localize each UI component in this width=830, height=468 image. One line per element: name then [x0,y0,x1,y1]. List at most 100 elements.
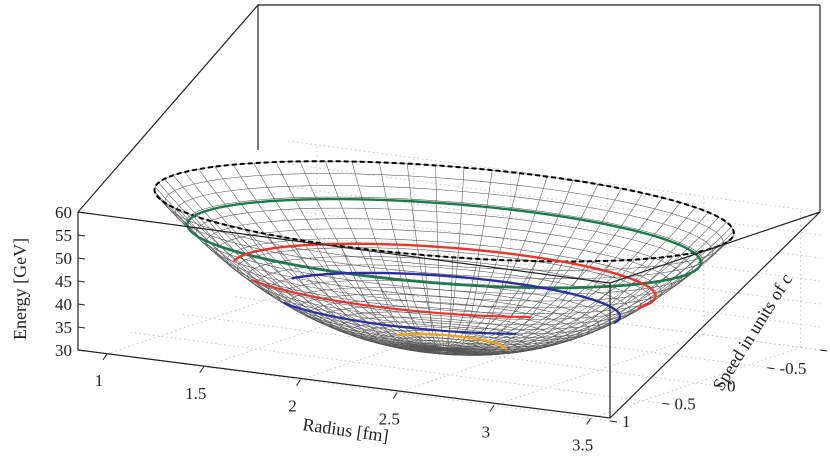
floor-grid-line [590,347,801,419]
mesh-spoke [444,231,734,351]
mesh-spoke [158,182,445,350]
contour-4 [395,332,508,351]
z-tick-label: 60 [55,203,72,222]
z-tick [77,280,86,283]
x-tick [392,392,398,399]
mesh-spoke [444,173,521,350]
x-tick [296,379,301,386]
z-tick-label: 30 [55,341,72,360]
mesh-spoke [444,207,696,350]
right-bottom-edge [609,211,821,419]
mesh-spoke [154,186,445,350]
mesh-spoke [444,247,716,353]
mesh-spoke [444,197,663,350]
contour-2 [233,242,657,310]
z-axis-label: Energy [GeV] [10,238,30,340]
mesh-spoke [325,161,445,350]
mesh-spoke [266,234,445,352]
mesh-spoke [444,188,622,350]
mesh-spoke [444,239,731,352]
mesh-spoke [444,226,732,351]
mesh-spoke [444,253,690,355]
y-tick [662,402,670,405]
floor-grid-line [493,334,705,406]
mesh-spoke [184,171,445,350]
mesh-spoke [173,175,445,350]
floor-grid-line [300,308,511,381]
mesh-spoke [435,165,445,350]
mesh-spoke [444,180,574,350]
mesh-spoke [395,252,445,354]
mesh-spoke [443,167,465,350]
mesh-spoke [444,235,734,352]
mesh-spoke [444,176,548,350]
contour-0 [153,160,735,263]
x-tick [199,366,205,374]
floor-grid [77,140,821,422]
y-tick [609,420,618,423]
y-tick-label: -0.5 [780,359,807,378]
x-tick-label: 2.5 [379,410,400,429]
y-tick [714,385,723,387]
x-tick [102,353,108,361]
z-tick-label: 40 [55,295,72,314]
mesh-spoke [214,166,445,350]
mesh-spoke [444,202,681,350]
z-tick [77,211,86,214]
x-axis-label: Radius [fm] [301,414,389,446]
y-tick-label: 1 [622,412,631,431]
mesh-spoke [444,212,709,350]
z-tick-label: 45 [55,272,72,291]
mesh-spoke [245,229,445,351]
contour-lines [153,160,735,351]
contour-3-lower [283,301,517,335]
z-tick [77,326,86,329]
contour-2-lower [250,278,531,319]
mesh-spoke [275,161,445,350]
mesh-spoke [233,164,445,350]
mesh-spoke [444,184,599,350]
x-tick-label: 1.5 [185,384,206,403]
mesh-spoke [444,170,493,350]
mesh-spoke [424,255,445,355]
x-tick-label: 2 [288,397,297,416]
back-box [77,4,821,213]
y-tick [819,349,828,352]
z-tick [77,349,86,352]
z-tick [77,303,86,306]
floor-grid-line [397,321,608,393]
z-tick-label: 35 [55,318,72,337]
x-tick-label: 3.5 [572,435,593,454]
mesh-spoke [444,259,635,356]
z-tick [77,234,86,237]
wall-grid-line [287,140,821,213]
contour-1 [186,197,703,290]
x-tick-label: 1 [95,371,104,390]
mesh-spoke [253,162,445,350]
x-tick [489,405,495,412]
mesh-spoke [379,162,445,350]
mesh-spoke [443,257,453,355]
mesh-spoke [444,243,724,353]
mesh-spoke [351,161,445,350]
surface-mesh [154,160,735,356]
y-tick-label: 0.5 [675,394,696,413]
x-tick-label: 3 [482,423,491,442]
z-tick-label: 55 [55,226,72,245]
mesh-spoke [341,246,445,353]
z-tick-label: 50 [55,249,72,268]
y-tick-label: 0 [727,377,736,396]
contour-3 [291,271,622,325]
y-tick [767,367,775,370]
mesh-spoke [156,195,445,350]
mesh-spoke [444,221,727,350]
back-top-edges [77,4,820,213]
z-tick [77,257,86,260]
mesh-spoke [225,224,445,351]
mesh-spoke [299,161,445,350]
x-tick [586,418,592,425]
mesh-spoke [444,192,644,350]
